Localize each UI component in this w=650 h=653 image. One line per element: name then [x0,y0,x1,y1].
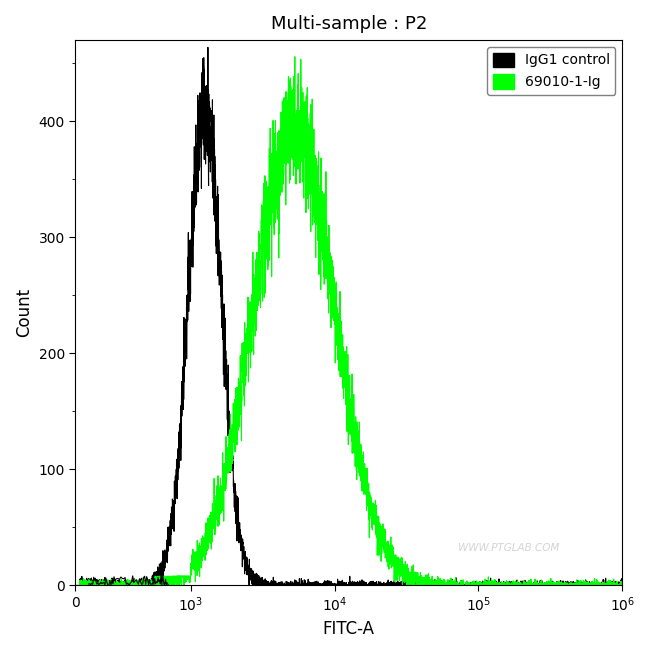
69010-1-Ig [218,483,226,491]
69010-1-Ig [99,581,107,588]
Line: IgG1 control: IgG1 control [75,47,622,586]
IgG1 control [76,582,84,590]
69010-1-Ig [75,582,83,590]
Line: 69010-1-Ig: 69010-1-Ig [79,57,622,586]
IgG1 control [618,582,626,590]
Text: WWW.PTGLAB.COM: WWW.PTGLAB.COM [458,543,560,552]
X-axis label: FITC-A: FITC-A [323,620,375,638]
69010-1-Ig [359,448,367,456]
IgG1 control [72,582,79,590]
IgG1 control [204,43,212,51]
IgG1 control [90,582,97,590]
Legend: IgG1 control, 69010-1-Ig: IgG1 control, 69010-1-Ig [488,47,616,95]
IgG1 control [189,204,197,212]
69010-1-Ig [75,578,83,586]
Title: Multi-sample : P2: Multi-sample : P2 [270,15,427,33]
69010-1-Ig [291,53,299,61]
Y-axis label: Count: Count [15,288,33,338]
IgG1 control [121,582,129,590]
69010-1-Ig [454,581,462,588]
69010-1-Ig [392,577,400,584]
IgG1 control [545,581,552,589]
69010-1-Ig [504,582,512,590]
IgG1 control [530,582,538,590]
69010-1-Ig [618,582,626,590]
